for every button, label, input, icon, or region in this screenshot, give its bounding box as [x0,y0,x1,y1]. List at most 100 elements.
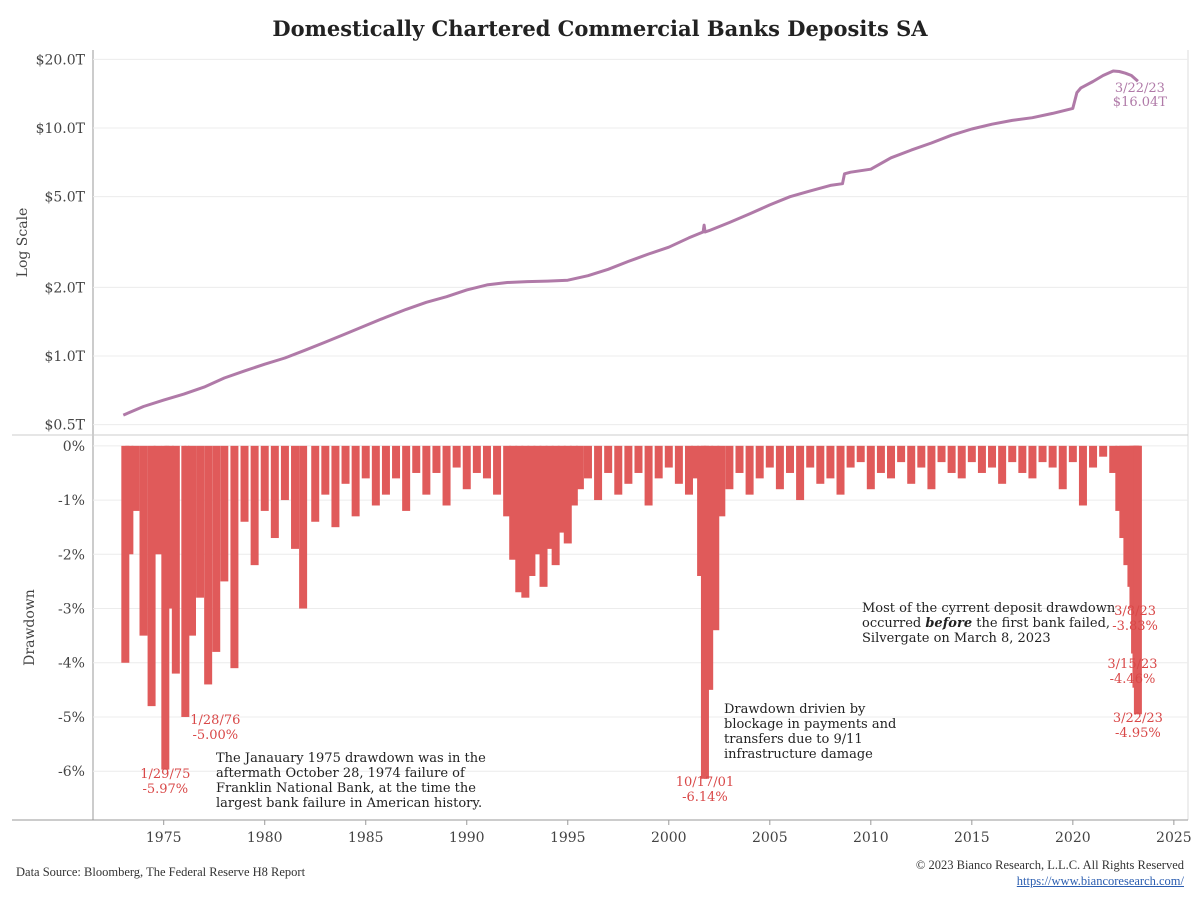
drawdown-bar [705,445,714,690]
end-value-label: $16.04T [1113,95,1167,110]
data-source-note: Data Source: Bloomberg, The Federal Rese… [16,865,306,879]
drawdown-bar [521,445,530,598]
annotation-note-line: transfers due to 9/11 [724,732,863,747]
drawdown-value-label: -4.95% [1115,726,1161,741]
drawdown-date-label: 3/22/23 [1113,711,1163,726]
drawdown-bar [1068,445,1077,463]
drawdown-bar [1078,445,1087,506]
drawdown-bar [735,445,744,473]
drawdown-bar [907,445,916,484]
drawdown-bar [321,445,330,495]
drawdown-bar [280,445,289,501]
x-tick-label: 2025 [1156,830,1192,846]
y-tick-label-top: $20.0T [36,52,86,68]
annotation-note-line: Drawdown drivien by [724,702,866,717]
x-tick-label: 1995 [550,830,586,846]
drawdown-bar [1048,445,1057,468]
drawdown-value-label: -6.14% [682,790,728,805]
drawdown-bar [1115,445,1124,511]
drawdown-bar [1089,445,1098,468]
drawdown-value-label: -3.83% [1112,619,1158,634]
y-tick-label-top: $1.0T [44,349,85,365]
drawdown-bar [472,445,481,473]
drawdown-bar [836,445,845,495]
y-tick-label-bottom: -5% [58,710,85,726]
drawdown-bar [291,445,300,549]
drawdown-bar [299,445,308,609]
drawdown-bar [765,445,774,468]
drawdown-bar [691,445,700,479]
drawdown-bar [897,445,906,463]
drawdown-bar [527,445,536,576]
y-tick-label-top: $0.5T [44,418,85,434]
website-link[interactable]: https://www.biancoresearch.com/ [1016,874,1184,888]
drawdown-bar [1123,445,1132,566]
drawdown-bar [240,445,249,522]
drawdown-value-label: -4.46% [1110,672,1156,687]
chart-title: Domestically Chartered Commercial Banks … [272,16,928,41]
drawdown-bar [806,445,815,468]
drawdown-bar [1119,445,1128,539]
drawdown-bar [575,445,584,490]
annotation-note-line: The Janauary 1975 drawdown was in the [216,751,486,766]
drawdown-bar [1058,445,1067,490]
drawdown-bar [139,445,148,636]
drawdown-bar [614,445,623,495]
drawdown-date-label: 1/29/75 [140,767,190,782]
drawdown-bar [422,445,431,495]
drawdown-bar [624,445,633,484]
copyright-text: © 2023 Bianco Research, L.L.C. All Right… [915,858,1184,872]
drawdown-bar [1109,445,1118,473]
drawdown-bar [442,445,451,506]
drawdown-bar [684,445,693,495]
drawdown-bar [165,445,174,609]
drawdown-bar [725,445,734,490]
annotation-note-line: aftermath October 28, 1974 failure of [216,766,466,781]
drawdown-bar [717,445,726,517]
drawdown-bar [745,445,754,495]
drawdown-bar [452,445,461,468]
drawdown-bar [270,445,279,539]
drawdown-bar [846,445,855,468]
drawdown-bar [533,445,542,555]
drawdown-bar [153,445,162,555]
y-tick-label-top: $2.0T [44,280,85,296]
drawdown-bar [654,445,663,479]
y-tick-label-bottom: -1% [58,493,85,509]
drawdown-bar [957,445,966,479]
x-tick-label: 1990 [449,830,485,846]
annotation-note-line: Most of the cyrrent deposit drawdown [862,601,1116,616]
y-tick-label-top: $10.0T [36,121,86,137]
drawdown-bar [557,445,566,533]
drawdown-bar [171,445,180,674]
drawdown-bar [351,445,360,517]
drawdown-bar [634,445,643,473]
drawdown-bar [998,445,1007,484]
copyright-block: © 2023 Bianco Research, L.L.C. All Right… [916,857,1184,889]
drawdown-bar [876,445,885,473]
y-tick-label-top: $5.0T [44,190,85,206]
drawdown-date-label: 3/8/23 [1114,604,1156,619]
drawdown-bar [260,445,269,511]
annotation-note-line: occurred before the first bank failed, [862,616,1110,631]
drawdown-bar [1028,445,1037,479]
drawdown-bar [977,445,986,473]
drawdown-bar [187,445,196,636]
drawdown-bar [1018,445,1027,473]
annotation-note-line: largest bank failure in American history… [216,796,482,811]
drawdown-bar [381,445,390,495]
drawdown-value-label: -5.97% [142,782,188,797]
x-tick-label: 1980 [247,830,283,846]
x-tick-label: 2015 [954,830,990,846]
y-axis-title-top: Log Scale [15,208,31,278]
y-axis-title-bottom: Drawdown [22,589,38,666]
drawdown-bar [311,445,320,522]
drawdown-bar [755,445,764,479]
drawdown-bar [644,445,653,506]
x-tick-label: 2010 [853,830,889,846]
drawdown-bar [563,445,572,544]
drawdown-bar [917,445,926,468]
drawdown-bar [392,445,401,479]
drawdown-bar [1099,445,1108,457]
